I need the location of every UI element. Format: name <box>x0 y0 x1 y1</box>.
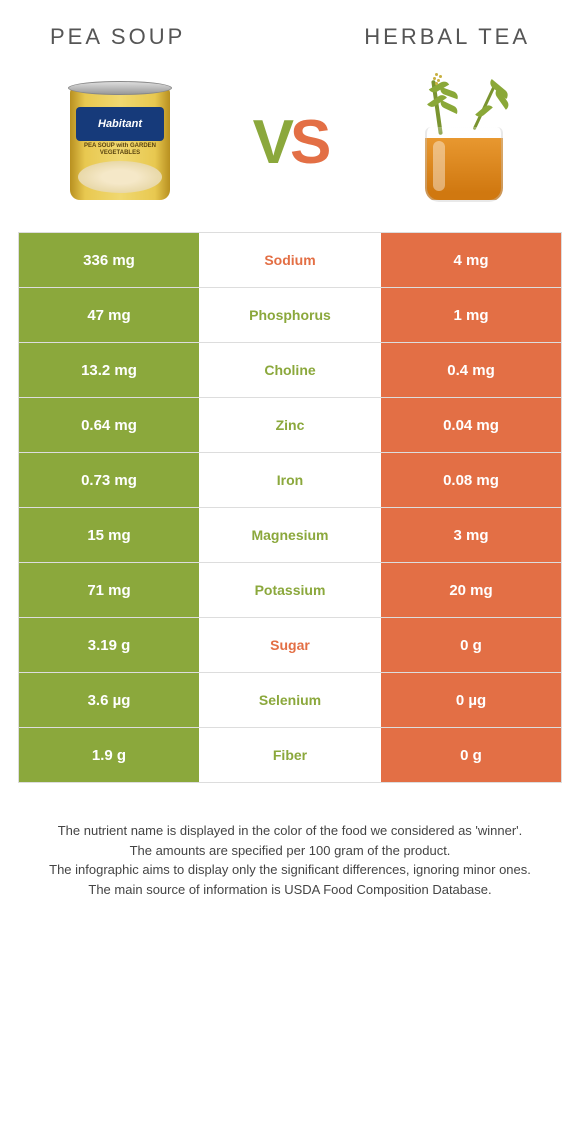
nutrient-name: Fiber <box>199 728 381 782</box>
nutrient-name: Iron <box>199 453 381 507</box>
footer-notes: The nutrient name is displayed in the co… <box>0 783 580 899</box>
table-row: 1.9 gFiber0 g <box>19 728 561 783</box>
nutrient-name: Potassium <box>199 563 381 617</box>
nutrient-name: Magnesium <box>199 508 381 562</box>
header: Pea soup Herbal tea <box>0 0 580 62</box>
value-left: 71 mg <box>19 563 199 617</box>
herbal-tea-icon <box>395 72 525 212</box>
footer-line: The main source of information is USDA F… <box>28 880 552 900</box>
table-row: 71 mgPotassium20 mg <box>19 563 561 618</box>
title-right: Herbal tea <box>364 24 530 50</box>
value-right: 0 µg <box>381 673 561 727</box>
vs-v: V <box>253 108 290 177</box>
pea-soup-can-icon: Habitant PEA SOUP with GARDEN VEGETABLES <box>60 77 180 207</box>
value-left: 13.2 mg <box>19 343 199 397</box>
table-row: 3.19 gSugar0 g <box>19 618 561 673</box>
nutrient-name: Choline <box>199 343 381 397</box>
value-right: 0 g <box>381 618 561 672</box>
table-row: 47 mgPhosphorus1 mg <box>19 288 561 343</box>
value-left: 3.19 g <box>19 618 199 672</box>
table-row: 0.73 mgIron0.08 mg <box>19 453 561 508</box>
can-brand-label: Habitant <box>76 107 164 141</box>
value-left: 15 mg <box>19 508 199 562</box>
images-row: Habitant PEA SOUP with GARDEN VEGETABLES… <box>0 62 580 232</box>
footer-line: The infographic aims to display only the… <box>28 860 552 880</box>
value-right: 1 mg <box>381 288 561 342</box>
value-right: 0.08 mg <box>381 453 561 507</box>
value-right: 20 mg <box>381 563 561 617</box>
nutrient-name: Zinc <box>199 398 381 452</box>
vs-label: VS <box>253 107 328 178</box>
image-right <box>380 72 540 212</box>
value-right: 0.4 mg <box>381 343 561 397</box>
value-right: 0.04 mg <box>381 398 561 452</box>
footer-line: The amounts are specified per 100 gram o… <box>28 841 552 861</box>
value-left: 1.9 g <box>19 728 199 782</box>
value-left: 336 mg <box>19 233 199 287</box>
footer-line: The nutrient name is displayed in the co… <box>28 821 552 841</box>
value-left: 3.6 µg <box>19 673 199 727</box>
table-row: 3.6 µgSelenium0 µg <box>19 673 561 728</box>
table-row: 15 mgMagnesium3 mg <box>19 508 561 563</box>
nutrient-name: Phosphorus <box>199 288 381 342</box>
nutrient-name: Sugar <box>199 618 381 672</box>
value-right: 0 g <box>381 728 561 782</box>
table-row: 336 mgSodium4 mg <box>19 233 561 288</box>
comparison-table: 336 mgSodium4 mg47 mgPhosphorus1 mg13.2 … <box>18 232 562 783</box>
value-left: 47 mg <box>19 288 199 342</box>
nutrient-name: Selenium <box>199 673 381 727</box>
table-row: 13.2 mgCholine0.4 mg <box>19 343 561 398</box>
value-left: 0.64 mg <box>19 398 199 452</box>
vs-s: S <box>290 108 327 177</box>
value-left: 0.73 mg <box>19 453 199 507</box>
image-left: Habitant PEA SOUP with GARDEN VEGETABLES <box>40 72 200 212</box>
title-left: Pea soup <box>50 24 185 50</box>
can-sub-label: PEA SOUP with GARDEN VEGETABLES <box>76 143 164 156</box>
value-right: 3 mg <box>381 508 561 562</box>
value-right: 4 mg <box>381 233 561 287</box>
table-row: 0.64 mgZinc0.04 mg <box>19 398 561 453</box>
nutrient-name: Sodium <box>199 233 381 287</box>
